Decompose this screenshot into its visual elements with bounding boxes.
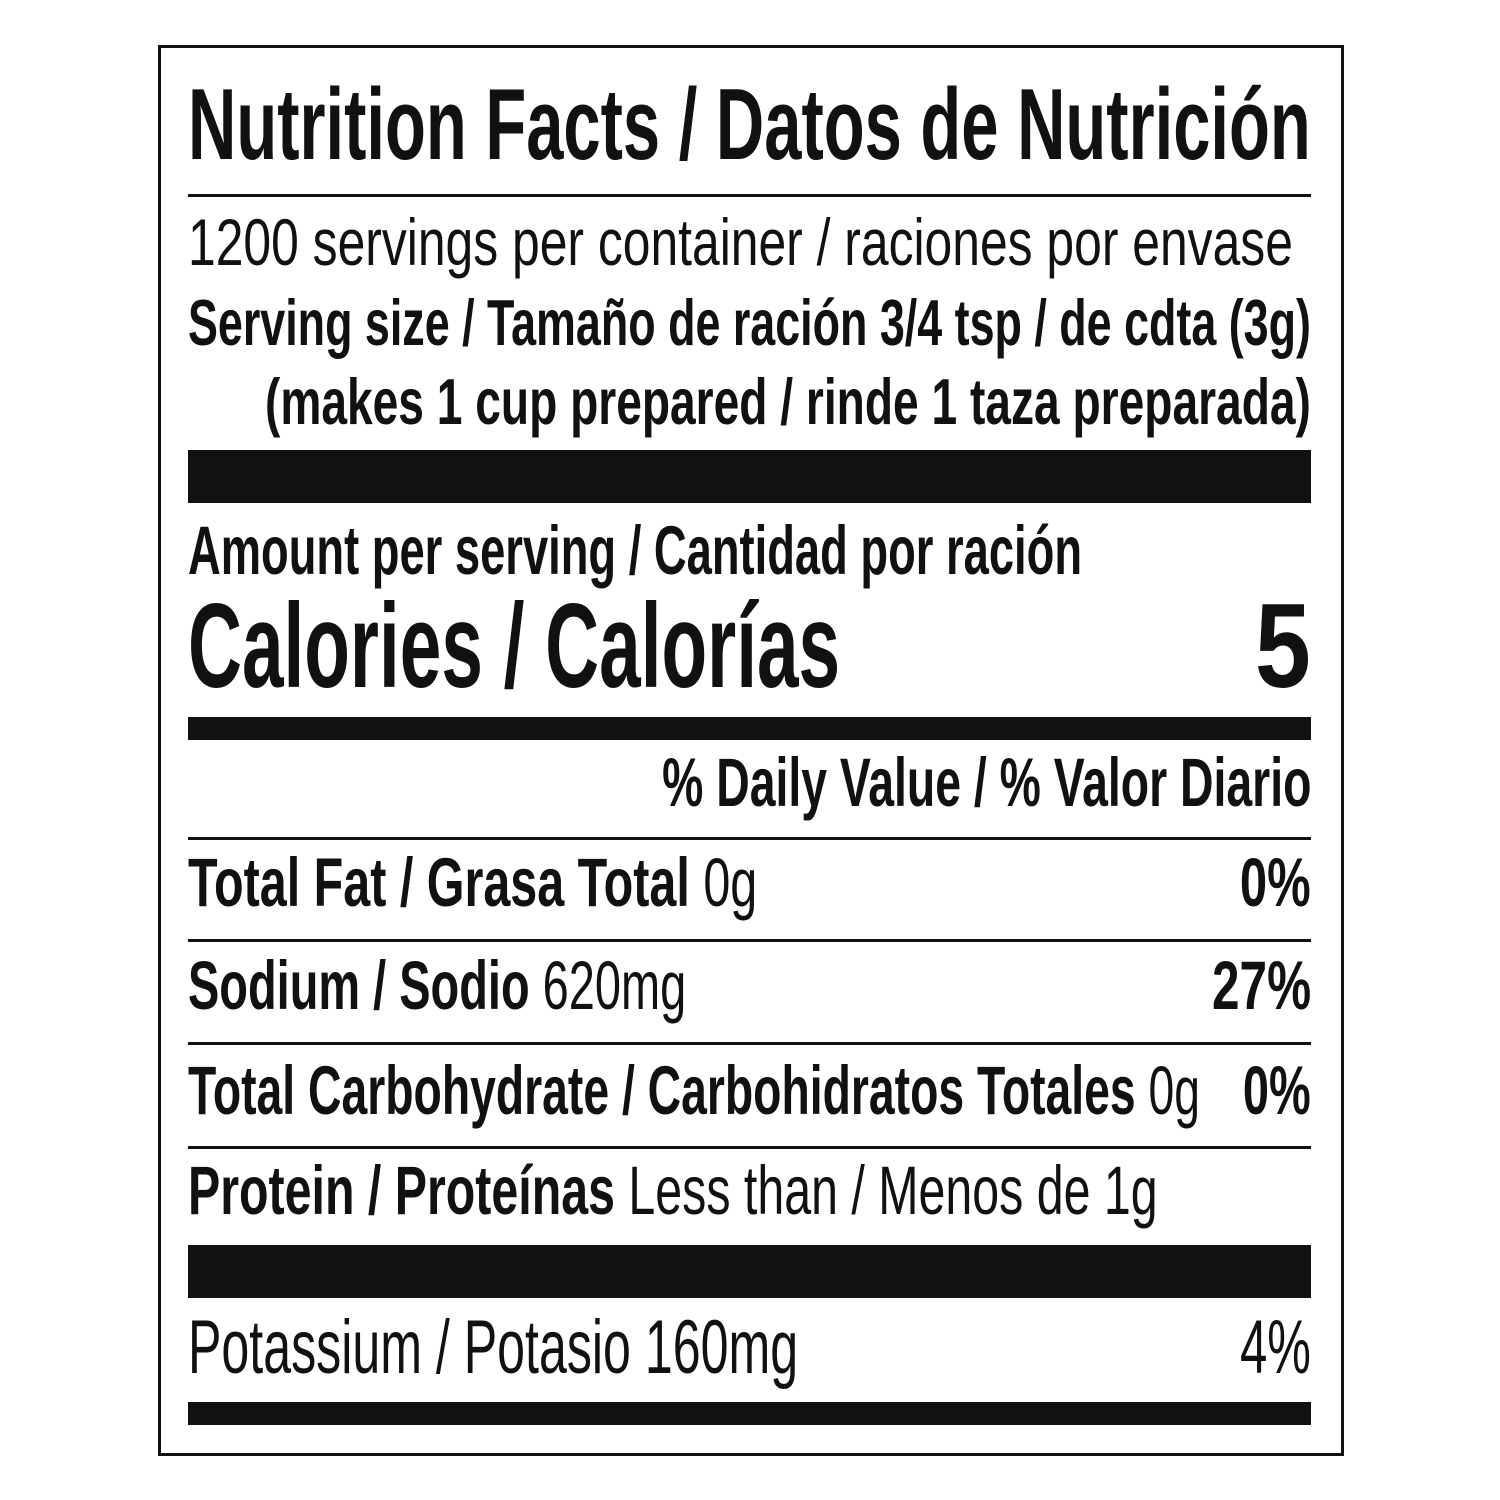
nutrient-name: Sodium / Sodio	[188, 947, 530, 1024]
nutrient-row-potassium: Potassium / Potasio 160mg	[188, 1310, 798, 1386]
nutrient-row-total-fat: Total Fat / Grasa Total 0g	[188, 848, 757, 917]
thick-bar	[188, 450, 1311, 503]
thin-rule	[188, 194, 1311, 197]
label-title: Nutrition Facts / Datos de Nutrición	[188, 69, 1311, 181]
nutrient-amount: 0g	[1148, 1052, 1201, 1129]
amount-per-serving: Amount per serving / Cantidad por ración	[188, 512, 1082, 589]
nutrient-name: Protein / Proteínas	[188, 1152, 615, 1229]
nutrient-dv: 4%	[1240, 1305, 1311, 1390]
medium-bar	[188, 717, 1311, 740]
thin-rule	[188, 939, 1311, 942]
label-border	[158, 45, 1344, 1456]
nutrient-name: Potassium / Potasio	[188, 1305, 631, 1390]
nutrient-name: Total Carbohydrate / Carbohidratos Total…	[188, 1052, 1136, 1129]
nutrient-row-sodium: Sodium / Sodio 620mg	[188, 951, 686, 1020]
prepared-note: (makes 1 cup prepared / rinde 1 taza pre…	[265, 365, 1311, 438]
nutrient-dv: 0%	[1243, 1052, 1311, 1129]
thin-rule	[188, 1146, 1311, 1149]
nutrient-amount: Less than / Menos de 1g	[628, 1152, 1158, 1229]
thick-bar	[188, 1245, 1311, 1298]
nutrient-row-protein: Protein / Proteínas Less than / Menos de…	[188, 1156, 1158, 1225]
nutrient-name: Total Fat / Grasa Total	[188, 844, 690, 921]
thin-rule	[188, 837, 1311, 840]
nutrient-dv: 27%	[1211, 947, 1311, 1024]
nutrient-amount: 0g	[703, 844, 758, 921]
nutrient-dv: 0%	[1240, 844, 1311, 921]
calories-label: Calories / Calorías	[188, 579, 841, 713]
calories-value: 5	[1255, 579, 1311, 713]
nutrient-amount: 160mg	[644, 1305, 799, 1390]
daily-value-header: % Daily Value / % Valor Diario	[661, 744, 1311, 821]
medium-bar	[188, 1402, 1311, 1425]
thin-rule	[188, 1042, 1311, 1045]
nutrient-row-carbohydrate: Total Carbohydrate / Carbohidratos Total…	[188, 1056, 1200, 1125]
nutrient-amount: 620mg	[542, 947, 687, 1024]
servings-per-container: 1200 servings per container / raciones p…	[188, 205, 1293, 279]
serving-size: Serving size / Tamaño de ración 3/4 tsp …	[188, 286, 1311, 359]
